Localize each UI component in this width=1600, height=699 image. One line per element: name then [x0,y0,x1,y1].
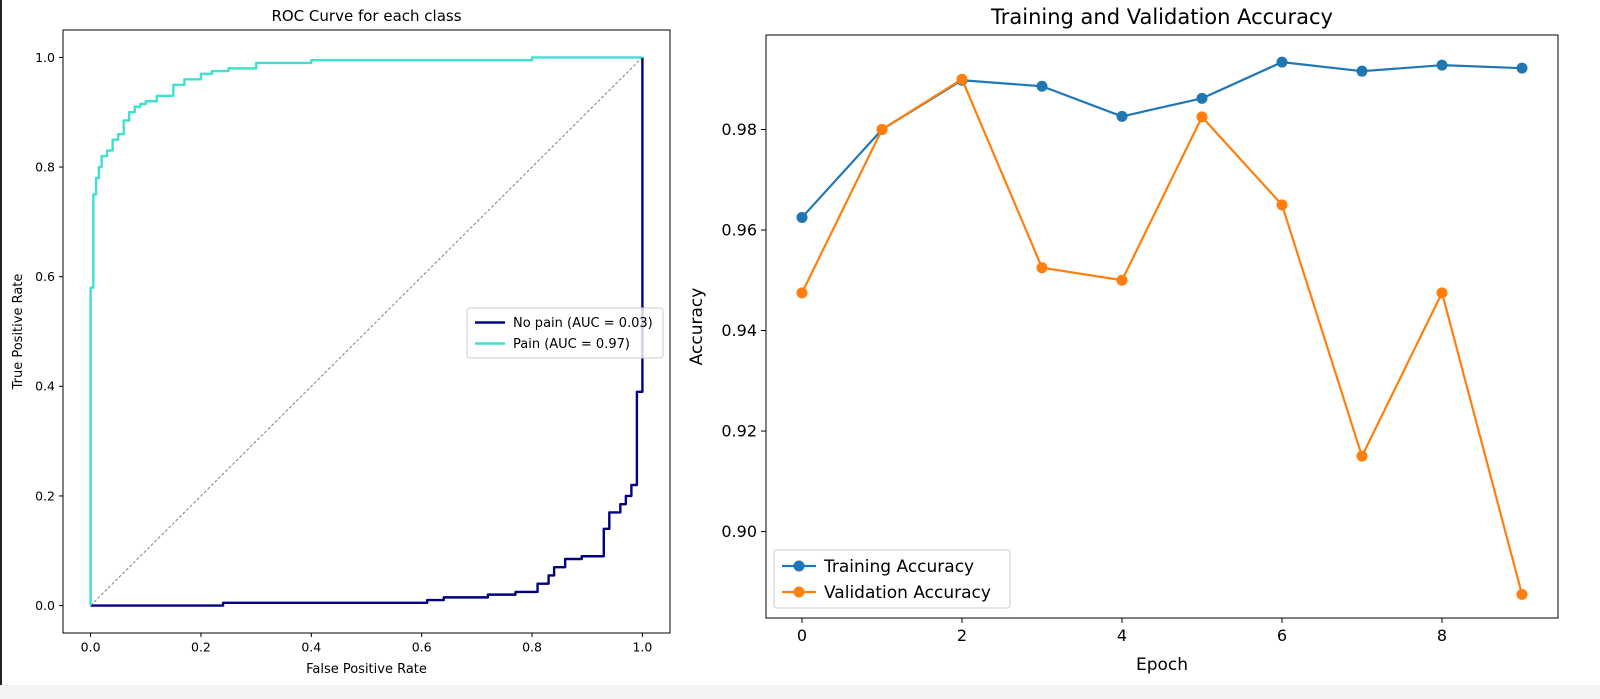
y-tick-label: 0.96 [721,221,757,240]
data-point-validation-accuracy [796,287,808,299]
y-tick-label: 0.92 [721,422,757,441]
x-axis-label: False Positive Rate [306,662,427,677]
x-tick-label: 0.6 [412,640,432,655]
window-left-border [0,0,2,699]
x-tick-label: 6 [1277,626,1287,645]
x-tick-label: 0.4 [301,640,321,655]
plot-frame [765,34,1559,619]
x-tick-label: 8 [1437,626,1447,645]
legend-label-validation-accuracy: Validation Accuracy [824,583,991,603]
x-tick-label: 0 [797,626,807,645]
legend-label-pain-auc-0-97: Pain (AUC = 0.97) [513,337,630,352]
legend-label-no-pain-auc-0-03: No pain (AUC = 0.03) [513,316,653,331]
y-axis-label: True Positive Rate [11,274,26,391]
y-tick-label: 1.0 [35,50,55,65]
data-point-validation-accuracy [1276,199,1288,211]
y-tick-label: 0.98 [721,120,757,139]
y-tick-label: 0.90 [721,522,757,541]
legend-box [773,549,1011,609]
data-point-validation-accuracy [1436,287,1448,299]
x-tick-label: 0.8 [522,640,542,655]
data-point-validation-accuracy [876,123,888,135]
x-tick-label: 4 [1117,626,1127,645]
data-point-training-accuracy [1516,62,1528,74]
y-tick-label: 0.6 [35,269,55,284]
series-line-validation-accuracy [801,78,1524,595]
x-tick-label: 2 [957,626,967,645]
roc-chart: ROC Curve for each class 0.0 0.2 0.4 0.6 0.8 1… [11,7,671,677]
data-point-validation-accuracy [1196,111,1208,123]
data-point-validation-accuracy [1516,588,1528,600]
plot-frame [62,29,671,634]
window-bottom-strip [0,685,1600,699]
y-axis-label: Accuracy [687,288,707,366]
data-point-training-accuracy [1196,92,1208,104]
y-tick-label: 0.0 [35,598,55,613]
data-point-validation-accuracy [956,73,968,85]
x-tick-label: 0.0 [81,640,101,655]
x-tick-label: 0.2 [191,640,211,655]
data-point-training-accuracy [1116,110,1128,122]
data-point-training-accuracy [1356,65,1368,77]
y-tick-label: 0.8 [35,159,55,174]
x-tick-label: 1.0 [632,640,652,655]
accuracy-chart: Training and Validation Accuracy 0 2 4 6 8 0.9… [687,5,1559,675]
x-axis-label: Epoch [1136,655,1188,675]
legend-label-training-accuracy: Training Accuracy [823,557,974,577]
legend-marker-validation-accuracy [793,586,805,598]
chart-title: Training and Validation Accuracy [990,5,1333,29]
data-point-training-accuracy [1436,59,1448,71]
legend-marker-training-accuracy [793,560,805,572]
data-point-validation-accuracy [1036,262,1048,274]
data-point-training-accuracy [1036,80,1048,92]
data-point-validation-accuracy [1356,450,1368,462]
chart-title: ROC Curve for each class [271,7,461,25]
data-point-training-accuracy [796,211,808,223]
data-point-training-accuracy [1276,56,1288,68]
series-line-no-pain-auc-0-03 [90,57,644,607]
y-tick-label: 0.94 [721,321,757,340]
y-tick-label: 0.2 [35,488,55,503]
series-line-training-accuracy [801,61,1523,219]
y-tick-label: 0.4 [35,379,55,394]
series-line-pain-auc-0-97 [89,56,643,606]
data-point-validation-accuracy [1116,274,1128,286]
legend-box [466,307,664,359]
